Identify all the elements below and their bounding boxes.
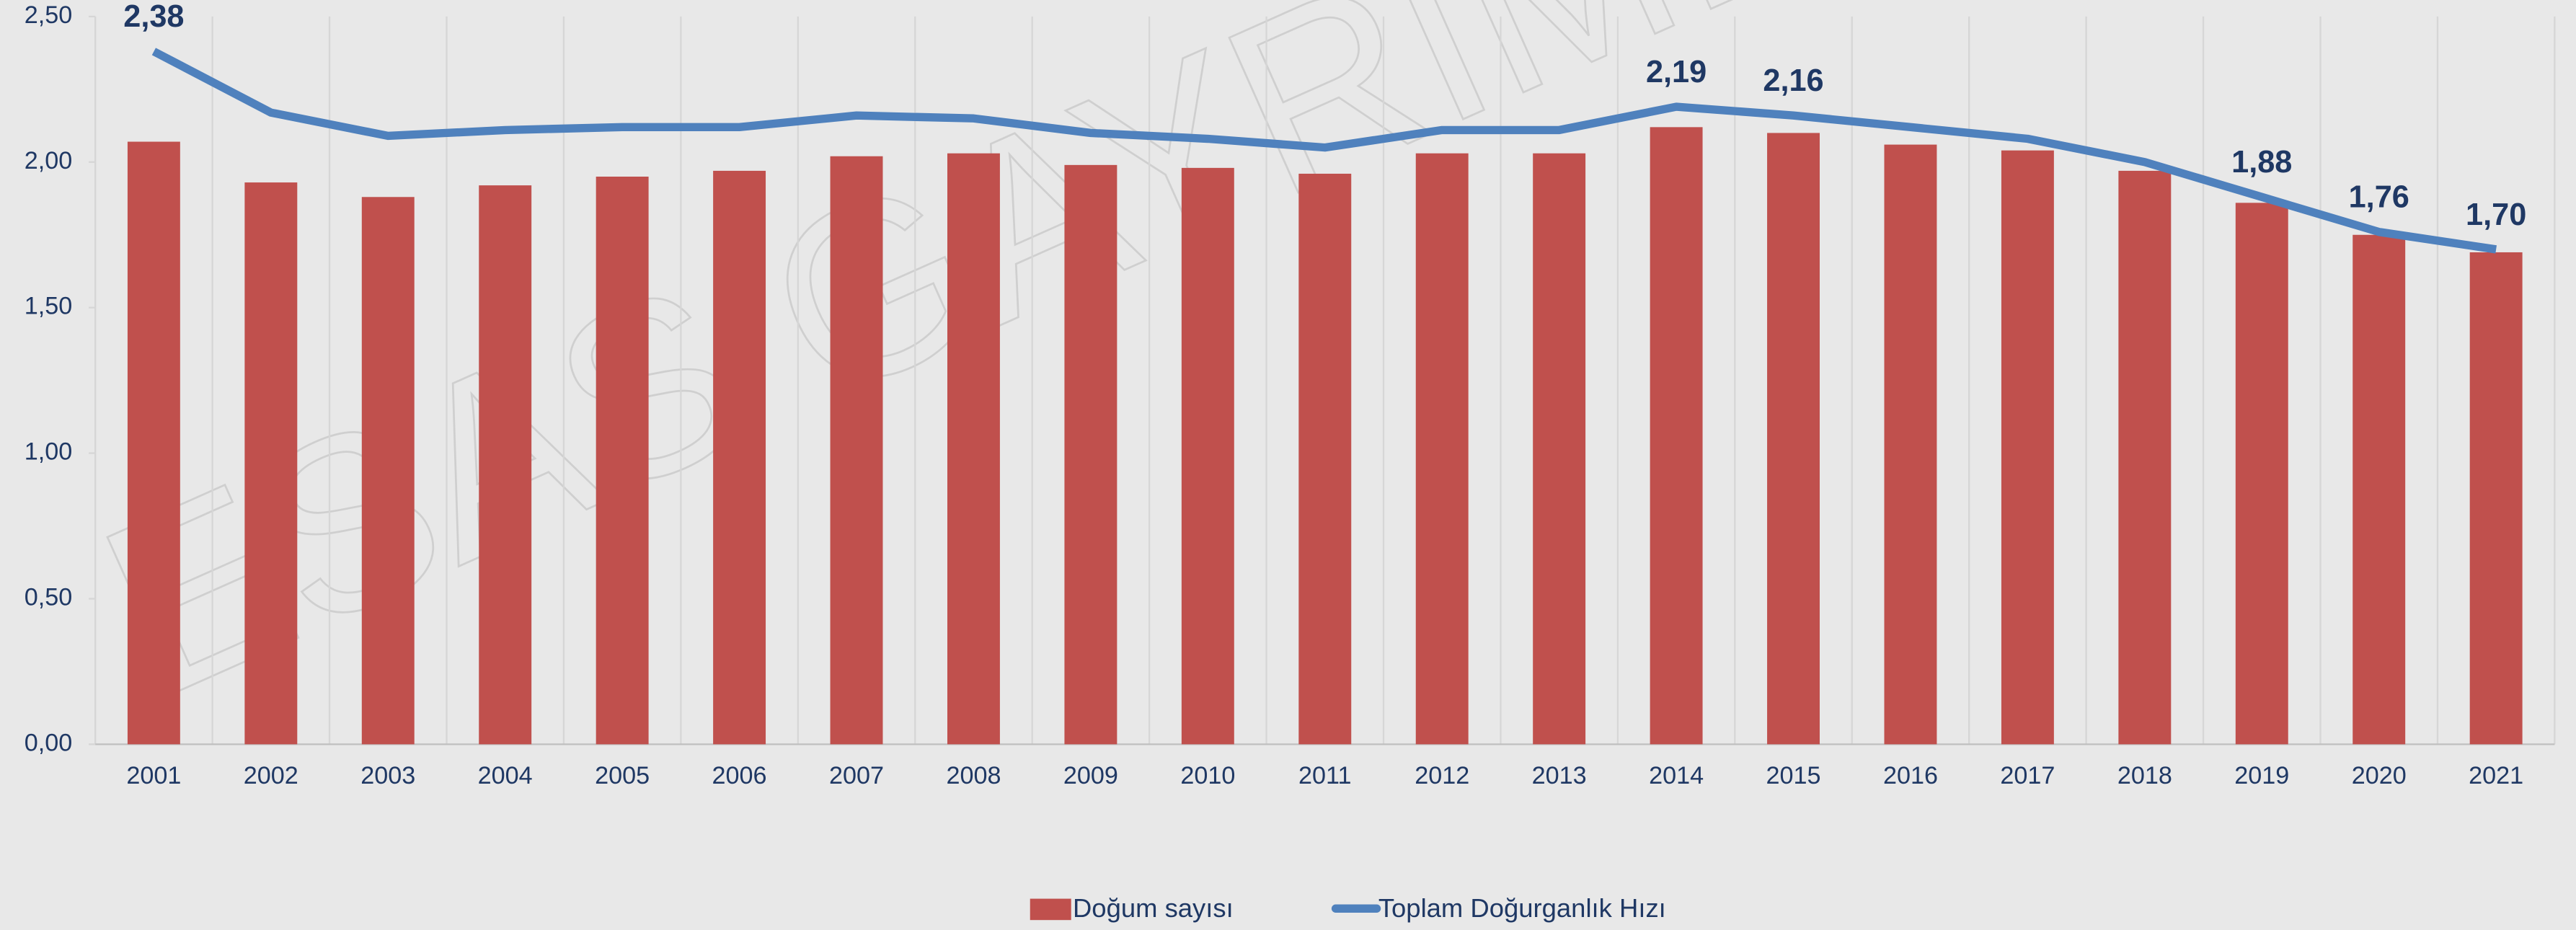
legend-swatch: [1030, 898, 1071, 921]
x-tick-label: 2018: [2117, 762, 2172, 789]
y-tick-label: 1,00: [25, 438, 73, 466]
data-label: 1,70: [2466, 198, 2526, 232]
bar: [1650, 127, 1703, 745]
y-tick-label: 2,00: [25, 147, 73, 174]
bar: [1064, 164, 1117, 745]
data-label: 2,19: [1646, 55, 1707, 89]
x-tick-label: 2019: [2234, 762, 2289, 789]
x-tick-label: 2010: [1180, 762, 1235, 789]
bar: [361, 197, 415, 745]
legend-label: Toplam Doğurganlık Hızı: [1378, 893, 1666, 923]
bar: [2118, 170, 2172, 745]
bar: [713, 170, 766, 745]
x-tick-label: 2016: [1883, 762, 1938, 789]
x-tick-label: 2005: [595, 762, 650, 789]
x-tick-label: 2009: [1063, 762, 1118, 789]
legend-label: Doğum sayısı: [1073, 893, 1234, 923]
x-tick-label: 2020: [2352, 762, 2407, 789]
bar: [127, 141, 180, 745]
data-label: 1,76: [2349, 180, 2409, 215]
y-tick-label: 1,50: [25, 293, 73, 320]
y-tick-label: 2,50: [25, 1, 73, 29]
x-tick-label: 2007: [829, 762, 884, 789]
x-tick-label: 2017: [2000, 762, 2055, 789]
bar: [1884, 144, 1937, 745]
bar: [1181, 167, 1234, 745]
bar: [2469, 252, 2523, 745]
x-tick-label: 2014: [1649, 762, 1704, 789]
y-tick-label: 0,00: [25, 729, 73, 756]
bar: [1415, 153, 1469, 745]
bar: [1298, 173, 1352, 745]
x-tick-label: 2001: [126, 762, 181, 789]
line: [151, 48, 2497, 254]
x-tick-label: 2002: [244, 762, 298, 789]
bar: [1533, 153, 1586, 745]
bar: [2001, 150, 2054, 745]
data-label: 1,88: [2231, 145, 2292, 180]
data-label: 2,38: [123, 0, 184, 34]
x-tick-label: 2021: [2469, 762, 2523, 789]
bar: [830, 156, 883, 745]
bar: [947, 153, 1000, 745]
x-tick-label: 2013: [1532, 762, 1587, 789]
x-tick-label: 2003: [360, 762, 415, 789]
bar: [479, 185, 532, 745]
x-tick-label: 2006: [712, 762, 767, 789]
x-tick-label: 2011: [1298, 762, 1351, 789]
x-tick-label: 2008: [946, 762, 1001, 789]
bar: [1767, 133, 1820, 745]
y-tick-label: 0,50: [25, 584, 73, 611]
bar: [596, 176, 649, 745]
x-tick-label: 2012: [1415, 762, 1469, 789]
bar: [2353, 234, 2406, 745]
bar: [244, 182, 298, 745]
x-tick-label: 2004: [478, 762, 533, 789]
bar: [2235, 203, 2288, 745]
data-label: 2,16: [1763, 63, 1823, 98]
x-tick-label: 2015: [1766, 762, 1821, 789]
